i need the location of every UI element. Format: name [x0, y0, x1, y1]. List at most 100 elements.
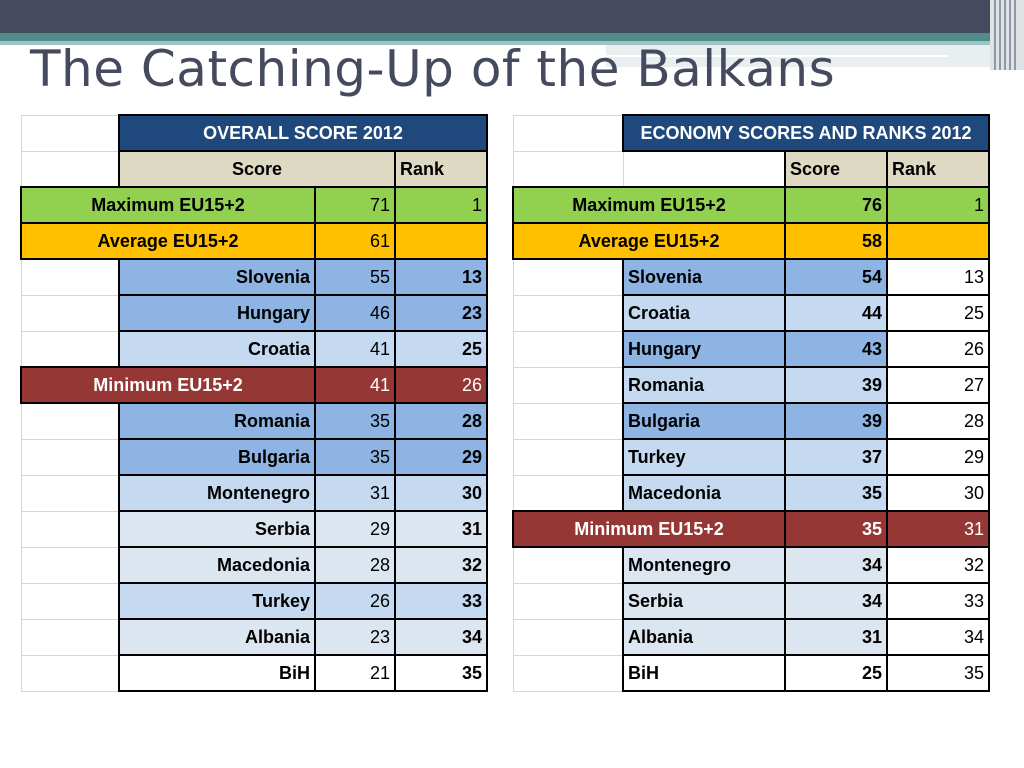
- table-row: Turkey 26 33: [20, 582, 488, 620]
- country-name: Montenegro: [118, 474, 316, 512]
- score-cell: 28: [314, 546, 396, 584]
- blank-cell: [512, 438, 624, 476]
- rank-cell: 26: [394, 366, 488, 404]
- score-cell: 39: [784, 366, 888, 404]
- blank-cell: [20, 438, 120, 476]
- table-row: BiH 25 35: [512, 654, 990, 692]
- rank-cell: 13: [886, 258, 990, 296]
- blank-cell: [20, 114, 120, 152]
- table-row: Montenegro 34 32: [512, 546, 990, 584]
- score-cell: 34: [784, 582, 888, 620]
- blank-cell: [20, 618, 120, 656]
- rank-cell: 25: [394, 330, 488, 368]
- table-row: Minimum EU15+2 41 26: [20, 366, 488, 404]
- country-name: Bulgaria: [622, 402, 786, 440]
- blank-cell: [512, 402, 624, 440]
- table-row: Bulgaria 35 29: [20, 438, 488, 476]
- rank-cell: 35: [886, 654, 990, 692]
- blank-cell: [512, 618, 624, 656]
- table-row: BiH 21 35: [20, 654, 488, 692]
- blank-cell: [512, 654, 624, 692]
- country-name: Bulgaria: [118, 438, 316, 476]
- blank-cell: [512, 474, 624, 512]
- score-cell: 44: [784, 294, 888, 332]
- table-row: Romania 35 28: [20, 402, 488, 440]
- blank-cell: [512, 294, 624, 332]
- score-cell: 41: [314, 330, 396, 368]
- blank-cell: [512, 582, 624, 620]
- rank-cell: 28: [886, 402, 990, 440]
- rank-cell: 27: [886, 366, 990, 404]
- table-row: Croatia 44 25: [512, 294, 990, 332]
- rank-cell: 13: [394, 258, 488, 296]
- benchmark-label: Minimum EU15+2: [512, 510, 786, 548]
- teal-accent-bar: [0, 33, 1000, 41]
- table-row: Montenegro 31 30: [20, 474, 488, 512]
- table-row: Slovenia 54 13: [512, 258, 990, 296]
- country-name: BiH: [622, 654, 786, 692]
- table-row: Romania 39 27: [512, 366, 990, 404]
- blank-cell: [512, 150, 624, 188]
- country-name: Turkey: [118, 582, 316, 620]
- title-accent-strip: [606, 45, 1000, 67]
- country-name: Romania: [622, 366, 786, 404]
- rank-cell: 28: [394, 402, 488, 440]
- table-row: Average EU15+2 61: [20, 222, 488, 260]
- blank-cell: [20, 402, 120, 440]
- rank-cell: 31: [394, 510, 488, 548]
- table-row: Maximum EU15+2 76 1: [512, 186, 990, 224]
- table-row: Serbia 34 33: [512, 582, 990, 620]
- rank-cell: 31: [886, 510, 990, 548]
- country-name: Slovenia: [622, 258, 786, 296]
- rank-cell: 32: [394, 546, 488, 584]
- rank-cell: 34: [886, 618, 990, 656]
- score-cell: 35: [314, 402, 396, 440]
- rank-cell: 30: [394, 474, 488, 512]
- country-name: Croatia: [622, 294, 786, 332]
- blank-cell: [20, 294, 120, 332]
- overall-score-table: OVERALL SCORE 2012 Score Rank Maximum EU…: [20, 114, 488, 692]
- blank-cell: [512, 258, 624, 296]
- score-cell: 37: [784, 438, 888, 476]
- country-name: Albania: [622, 618, 786, 656]
- rank-cell: 34: [394, 618, 488, 656]
- country-name: Romania: [118, 402, 316, 440]
- slide-title: The Catching-Up of the Balkans: [30, 40, 836, 98]
- score-cell: 41: [314, 366, 396, 404]
- economy-score-table: ECONOMY SCORES AND RANKS 2012 Score Rank…: [512, 114, 990, 692]
- overall-score-column-header: Score: [118, 150, 396, 188]
- table-row: Hungary 43 26: [512, 330, 990, 368]
- blank-cell: [20, 474, 120, 512]
- table-row: Macedonia 35 30: [512, 474, 990, 512]
- table-row: Albania 31 34: [512, 618, 990, 656]
- rank-cell: [394, 222, 488, 260]
- benchmark-label: Maximum EU15+2: [20, 186, 316, 224]
- table-row: Minimum EU15+2 35 31: [512, 510, 990, 548]
- score-cell: 34: [784, 546, 888, 584]
- table-row: Albania 23 34: [20, 618, 488, 656]
- blank-cell: [20, 258, 120, 296]
- corner-stripes: [990, 0, 1024, 70]
- country-name: Albania: [118, 618, 316, 656]
- rank-cell: 33: [886, 582, 990, 620]
- table-row: Serbia 29 31: [20, 510, 488, 548]
- blank-cell: [20, 546, 120, 584]
- benchmark-label: Average EU15+2: [512, 222, 786, 260]
- score-cell: 29: [314, 510, 396, 548]
- rank-cell: [886, 222, 990, 260]
- score-cell: 35: [784, 510, 888, 548]
- table-row: Maximum EU15+2 71 1: [20, 186, 488, 224]
- score-cell: 54: [784, 258, 888, 296]
- rank-cell: 29: [886, 438, 990, 476]
- score-cell: 39: [784, 402, 888, 440]
- score-cell: 43: [784, 330, 888, 368]
- blank-cell: [20, 654, 120, 692]
- blank-cell: [20, 510, 120, 548]
- score-cell: 55: [314, 258, 396, 296]
- rank-cell: 23: [394, 294, 488, 332]
- country-name: Macedonia: [118, 546, 316, 584]
- score-cell: 71: [314, 186, 396, 224]
- country-name: Serbia: [118, 510, 316, 548]
- light-accent-bar: [0, 41, 1000, 45]
- blank-cell: [512, 546, 624, 584]
